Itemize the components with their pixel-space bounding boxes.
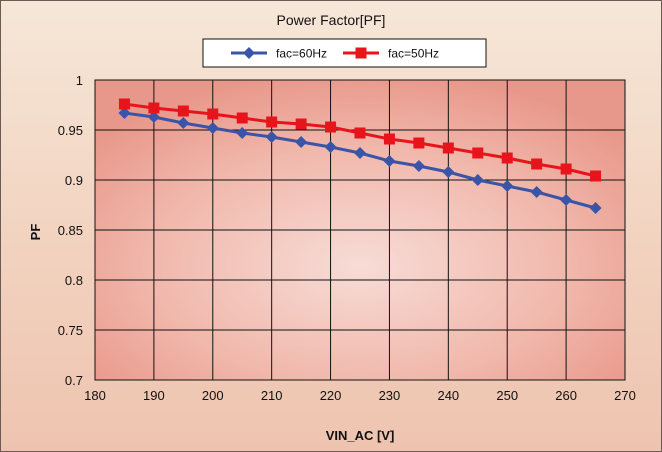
data-point bbox=[295, 118, 307, 130]
legend: fac=60Hz fac=50Hz bbox=[202, 38, 487, 68]
grid-lines bbox=[94, 79, 626, 381]
x-tick-label: 270 bbox=[614, 388, 636, 403]
y-tick-label: 0.8 bbox=[65, 273, 83, 288]
data-point bbox=[589, 202, 602, 214]
x-axis-label: VIN_AC [V] bbox=[326, 428, 395, 443]
x-tick-labels: 180 190 200 210 220 230 240 250 260 270 bbox=[84, 388, 636, 403]
data-point bbox=[243, 47, 255, 59]
data-point bbox=[383, 133, 395, 145]
data-point bbox=[355, 47, 367, 59]
data-point bbox=[206, 122, 219, 134]
data-point bbox=[530, 186, 543, 198]
data-point bbox=[413, 137, 425, 149]
x-tick-label: 240 bbox=[437, 388, 459, 403]
y-tick-label: 0.9 bbox=[65, 173, 83, 188]
chart-title: Power Factor[PF] bbox=[277, 12, 386, 28]
y-axis-label: PF bbox=[28, 224, 43, 241]
x-tick-label: 250 bbox=[496, 388, 518, 403]
data-point bbox=[354, 127, 366, 139]
data-point bbox=[325, 121, 337, 133]
legend-label: fac=50Hz bbox=[388, 47, 439, 61]
data-point bbox=[412, 160, 425, 172]
x-tick-label: 220 bbox=[320, 388, 342, 403]
data-point bbox=[118, 107, 131, 119]
data-point bbox=[148, 102, 160, 114]
data-point bbox=[442, 142, 454, 154]
data-point bbox=[560, 163, 572, 175]
legend-item-fac=60Hz: fac=60Hz bbox=[231, 47, 327, 61]
data-point bbox=[442, 166, 455, 178]
x-tick-label: 210 bbox=[261, 388, 283, 403]
data-point bbox=[354, 147, 366, 159]
data-point bbox=[295, 136, 308, 148]
data-point bbox=[590, 170, 602, 182]
x-tick-label: 180 bbox=[84, 388, 106, 403]
data-point bbox=[177, 105, 189, 117]
series-fac=50Hz bbox=[118, 98, 602, 182]
data-point bbox=[531, 158, 543, 170]
x-tick-label: 200 bbox=[202, 388, 224, 403]
series-fac=60Hz bbox=[118, 107, 602, 214]
x-tick-label: 260 bbox=[555, 388, 577, 403]
y-tick-label: 0.75 bbox=[58, 323, 83, 338]
data-point bbox=[383, 155, 396, 167]
data-point bbox=[266, 116, 278, 128]
data-point bbox=[501, 152, 513, 164]
data-point bbox=[560, 194, 573, 206]
x-tick-label: 190 bbox=[143, 388, 165, 403]
y-tick-label: 0.95 bbox=[58, 123, 83, 138]
data-point bbox=[236, 112, 248, 124]
data-point bbox=[118, 98, 130, 110]
data-point bbox=[207, 108, 219, 120]
data-point bbox=[472, 147, 484, 159]
y-tick-label: 0.7 bbox=[65, 373, 83, 388]
x-tick-label: 230 bbox=[379, 388, 401, 403]
data-point bbox=[265, 131, 278, 143]
data-point bbox=[177, 117, 190, 129]
legend-label: fac=60Hz bbox=[276, 47, 327, 61]
series-layer bbox=[118, 98, 602, 214]
data-point bbox=[501, 180, 514, 192]
y-tick-labels: 0.7 0.75 0.8 0.85 0.9 0.95 1 bbox=[58, 73, 83, 388]
data-point bbox=[471, 174, 484, 186]
data-point bbox=[147, 111, 160, 123]
legend-item-fac=50Hz: fac=50Hz bbox=[343, 47, 439, 61]
data-point bbox=[236, 127, 249, 139]
y-tick-label: 0.85 bbox=[58, 223, 83, 238]
data-point bbox=[324, 141, 337, 153]
y-tick-label: 1 bbox=[76, 73, 83, 88]
